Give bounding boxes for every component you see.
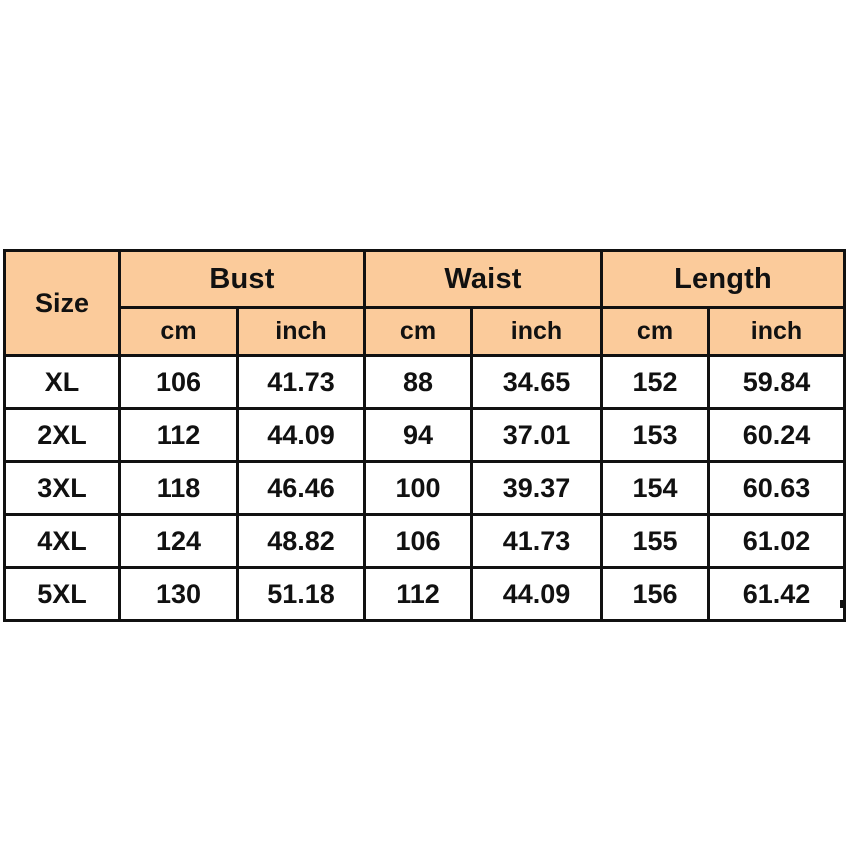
cell-length-cm: 154: [600, 460, 710, 516]
size-chart-container: Size Bust Waist Length cm inch cm inch c…: [3, 249, 846, 622]
cell-waist-cm: 94: [363, 407, 473, 463]
table-row: XL 106 41.73 88 34.65 152 59.84: [3, 354, 846, 410]
cell-length-cm: 156: [600, 566, 710, 622]
table-row: 5XL 130 51.18 112 44.09 156 61.42: [3, 566, 846, 622]
tick-mark: [236, 600, 239, 608]
cell-length-cm: 153: [600, 407, 710, 463]
cell-bust-cm: 112: [118, 407, 239, 463]
cell-bust-inch: 51.18: [236, 566, 366, 622]
cell-waist-inch: 44.09: [470, 566, 603, 622]
size-chart-body: XL 106 41.73 88 34.65 152 59.84 2XL 112 …: [3, 354, 846, 622]
cell-bust-cm: 130: [118, 566, 239, 622]
column-group-header-length: Length: [600, 249, 846, 309]
unit-header-row: cm inch cm inch cm inch: [5, 306, 846, 357]
cell-size: 3XL: [3, 460, 121, 516]
cell-size: 4XL: [3, 513, 121, 569]
column-header-length-inch: inch: [707, 306, 846, 357]
cell-bust-inch: 46.46: [236, 460, 366, 516]
size-chart-header: Size Bust Waist Length cm inch cm inch c…: [3, 249, 846, 357]
column-header-waist-cm: cm: [363, 306, 473, 357]
cell-waist-inch: 39.37: [470, 460, 603, 516]
cell-waist-inch: 37.01: [470, 407, 603, 463]
tick-mark: [3, 600, 6, 608]
column-header-bust-cm: cm: [118, 306, 239, 357]
cell-length-cm: 155: [600, 513, 710, 569]
cell-size: 2XL: [3, 407, 121, 463]
cell-length-inch: 61.42: [707, 566, 846, 622]
cell-waist-inch: 41.73: [470, 513, 603, 569]
group-header-row: Size Bust Waist Length: [3, 249, 846, 357]
cell-waist-cm: 100: [363, 460, 473, 516]
tick-mark: [707, 600, 710, 608]
size-chart-table: Size Bust Waist Length cm inch cm inch c…: [3, 249, 846, 622]
cell-waist-inch: 34.65: [470, 354, 603, 410]
cell-length-inch: 60.63: [707, 460, 846, 516]
tick-mark: [118, 600, 121, 608]
cell-bust-inch: 48.82: [236, 513, 366, 569]
cell-length-inch: 61.02: [707, 513, 846, 569]
column-header-size: Size: [3, 249, 121, 357]
tick-mark: [840, 600, 843, 608]
cell-bust-cm: 106: [118, 354, 239, 410]
cell-length-inch: 60.24: [707, 407, 846, 463]
cell-size: XL: [3, 354, 121, 410]
column-header-bust-inch: inch: [236, 306, 366, 357]
table-bottom-tick-marks: [3, 600, 843, 608]
cell-bust-inch: 41.73: [236, 354, 366, 410]
tick-mark: [470, 600, 473, 608]
cell-waist-cm: 88: [363, 354, 473, 410]
cell-size: 5XL: [3, 566, 121, 622]
table-row: 4XL 124 48.82 106 41.73 155 61.02: [3, 513, 846, 569]
column-group-header-waist: Waist: [363, 249, 603, 309]
cell-length-inch: 59.84: [707, 354, 846, 410]
cell-waist-cm: 112: [363, 566, 473, 622]
column-group-header-bust: Bust: [118, 249, 366, 309]
cell-length-cm: 152: [600, 354, 710, 410]
cell-bust-inch: 44.09: [236, 407, 366, 463]
cell-bust-cm: 124: [118, 513, 239, 569]
cell-bust-cm: 118: [118, 460, 239, 516]
table-row: 2XL 112 44.09 94 37.01 153 60.24: [3, 407, 846, 463]
tick-mark: [363, 600, 366, 608]
table-row: 3XL 118 46.46 100 39.37 154 60.63: [3, 460, 846, 516]
column-header-waist-inch: inch: [470, 306, 603, 357]
tick-mark: [600, 600, 603, 608]
cell-waist-cm: 106: [363, 513, 473, 569]
column-header-length-cm: cm: [600, 306, 710, 357]
